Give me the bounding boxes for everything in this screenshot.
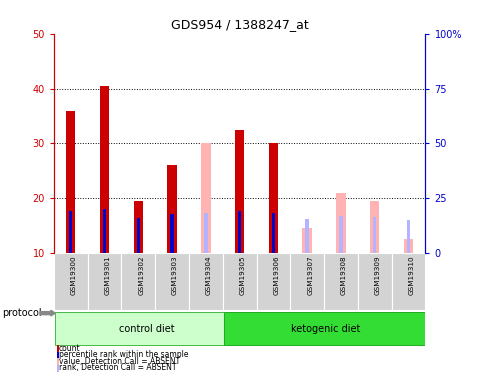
FancyBboxPatch shape — [222, 253, 256, 310]
Bar — [234, 130, 244, 253]
Text: ketogenic diet: ketogenic diet — [290, 324, 360, 334]
Text: GSM19310: GSM19310 — [407, 255, 414, 295]
Bar — [271, 213, 275, 253]
Bar — [336, 193, 345, 253]
Bar — [406, 220, 409, 253]
Bar — [57, 358, 59, 365]
Bar — [133, 201, 142, 253]
Bar — [203, 213, 207, 253]
FancyBboxPatch shape — [188, 253, 222, 310]
FancyBboxPatch shape — [55, 312, 224, 345]
Text: GSM19303: GSM19303 — [172, 255, 178, 295]
FancyBboxPatch shape — [256, 253, 290, 310]
Text: GSM19301: GSM19301 — [104, 255, 110, 295]
Text: GSM19309: GSM19309 — [374, 255, 380, 295]
Bar — [100, 86, 109, 253]
FancyBboxPatch shape — [324, 253, 357, 310]
Bar — [69, 211, 72, 253]
FancyBboxPatch shape — [87, 253, 121, 310]
Bar — [268, 143, 278, 253]
Text: GSM19302: GSM19302 — [138, 255, 144, 295]
Bar — [136, 218, 140, 253]
Text: GSM19304: GSM19304 — [205, 255, 211, 295]
Text: GSM19306: GSM19306 — [273, 255, 279, 295]
Bar — [167, 165, 176, 253]
FancyBboxPatch shape — [290, 253, 324, 310]
FancyBboxPatch shape — [357, 253, 391, 310]
Bar — [403, 239, 412, 253]
Text: value, Detection Call = ABSENT: value, Detection Call = ABSENT — [59, 357, 180, 366]
FancyBboxPatch shape — [224, 312, 426, 345]
Bar — [170, 214, 173, 253]
Text: GSM19305: GSM19305 — [239, 255, 245, 295]
Text: rank, Detection Call = ABSENT: rank, Detection Call = ABSENT — [59, 363, 176, 372]
Text: percentile rank within the sample: percentile rank within the sample — [59, 351, 188, 360]
FancyBboxPatch shape — [391, 253, 425, 310]
Bar — [201, 143, 210, 253]
Bar — [302, 228, 311, 253]
Text: GSM19307: GSM19307 — [306, 255, 312, 295]
Text: protocol: protocol — [2, 308, 42, 318]
Bar — [57, 365, 59, 372]
Text: GSM19300: GSM19300 — [71, 255, 77, 295]
Bar — [57, 345, 59, 352]
Bar — [66, 111, 75, 253]
Bar — [238, 211, 241, 253]
FancyBboxPatch shape — [54, 253, 87, 310]
Bar — [339, 216, 342, 253]
Text: control diet: control diet — [119, 324, 174, 334]
Title: GDS954 / 1388247_at: GDS954 / 1388247_at — [170, 18, 308, 31]
Bar — [57, 352, 59, 359]
Text: GSM19308: GSM19308 — [340, 255, 346, 295]
Bar — [372, 217, 376, 253]
FancyBboxPatch shape — [121, 253, 155, 310]
Text: count: count — [59, 344, 81, 353]
FancyBboxPatch shape — [155, 253, 188, 310]
Bar — [305, 219, 308, 253]
Bar — [369, 201, 379, 253]
Bar — [102, 209, 106, 253]
